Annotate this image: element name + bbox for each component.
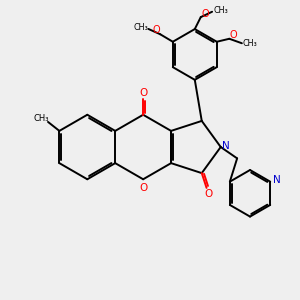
Text: CH₃: CH₃ (243, 39, 258, 48)
Text: O: O (205, 189, 213, 199)
Text: CH₃: CH₃ (133, 23, 148, 32)
Text: CH₃: CH₃ (34, 113, 49, 122)
Text: O: O (152, 26, 160, 35)
Text: O: O (140, 183, 148, 193)
Text: CH₃: CH₃ (213, 6, 228, 15)
Text: N: N (273, 175, 281, 185)
Text: O: O (230, 30, 237, 40)
Text: N: N (222, 140, 230, 151)
Text: O: O (201, 9, 209, 19)
Text: O: O (140, 88, 148, 98)
